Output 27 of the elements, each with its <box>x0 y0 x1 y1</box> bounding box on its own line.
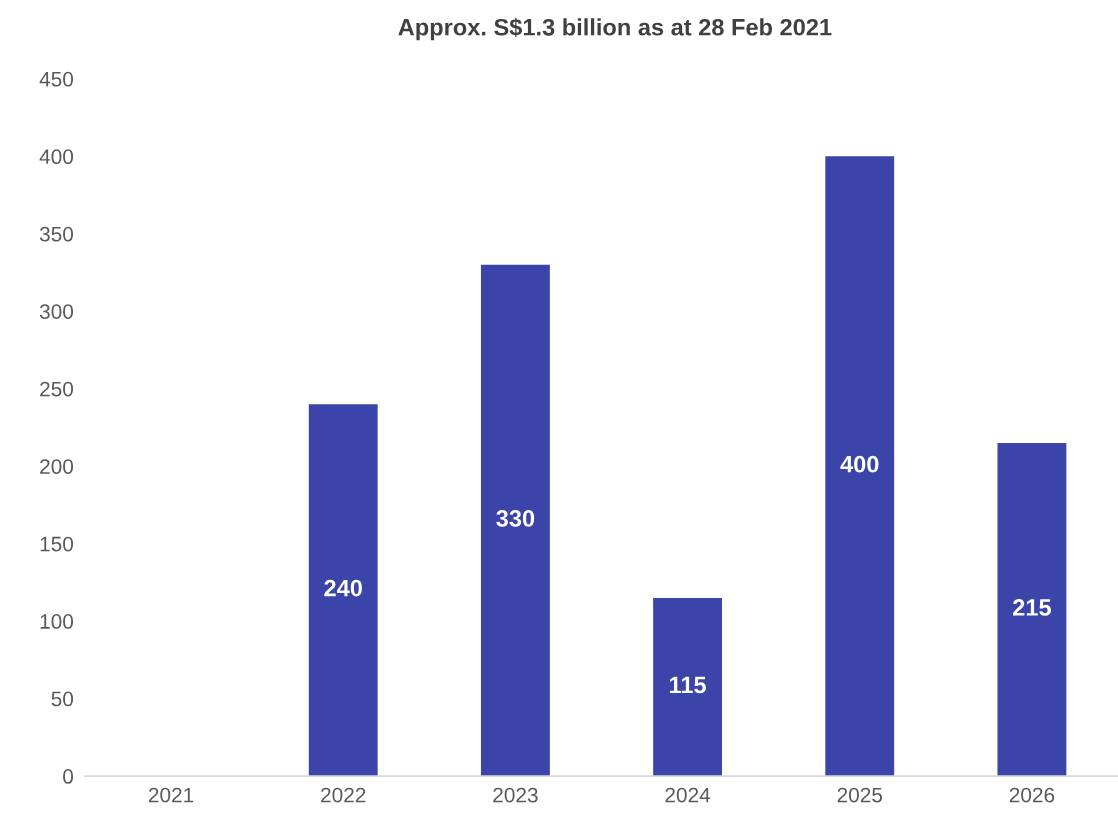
data-label: 330 <box>496 510 535 527</box>
bar <box>653 597 722 777</box>
y-tick-label: 300 <box>39 304 74 319</box>
data-label: 400 <box>840 455 879 473</box>
bar <box>308 404 378 777</box>
y-tick-label: 200 <box>40 459 74 474</box>
x-tick-label: 2025 <box>837 787 883 803</box>
y-tick-label: 400 <box>39 149 74 165</box>
y-tick-label: 0 <box>63 769 74 784</box>
x-tick-label: 2024 <box>665 787 711 803</box>
bar <box>825 156 895 777</box>
y-tick-label: 100 <box>40 614 74 629</box>
bar <box>997 442 1067 777</box>
data-label: 215 <box>1013 599 1051 616</box>
x-tick-label: 2023 <box>493 787 538 803</box>
y-tick-label: 350 <box>39 226 74 242</box>
chart-title: Approx. S$1.3 billion as at 28 Feb 2021 <box>398 17 832 41</box>
bar <box>480 264 550 777</box>
x-tick-label: 2021 <box>148 787 194 803</box>
x-tick-label: 2022 <box>321 787 366 803</box>
y-tick-label: 250 <box>40 381 74 397</box>
data-label: 115 <box>670 676 706 694</box>
y-tick-label: 150 <box>40 536 74 552</box>
y-tick-label: 450 <box>39 71 74 87</box>
data-label: 240 <box>324 579 362 597</box>
y-tick-label: 50 <box>51 691 74 707</box>
x-tick-label: 2026 <box>1009 787 1055 803</box>
